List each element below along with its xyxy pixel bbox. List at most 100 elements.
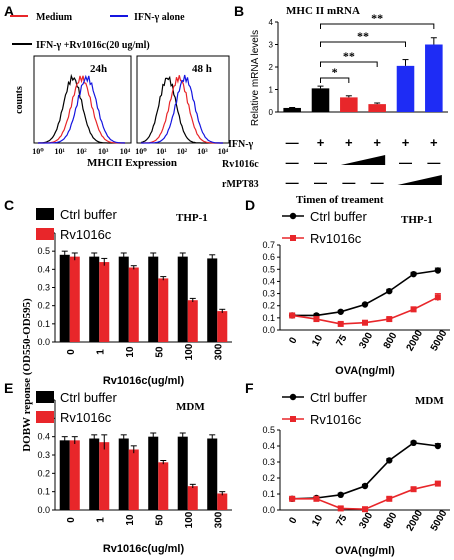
line-chart-x-tick-label: 0 — [287, 515, 300, 526]
panel-b-sig-bracket — [320, 77, 350, 83]
panel-b-ifn-cell: — — [286, 135, 299, 150]
panel-b-rv1016c-cell: — — [286, 155, 299, 170]
legend-marker-ctrl-buffer — [289, 393, 297, 401]
series-point-rv1016c — [289, 495, 296, 502]
bar-rv1016c — [99, 442, 110, 510]
panel-b-rmpt83-cell: — — [342, 175, 355, 190]
bar-rv1016c — [99, 262, 110, 342]
histogram-title-48h: 48 h — [192, 63, 212, 75]
histogram-x-tick: 10⁰ — [32, 147, 44, 156]
series-point-rv1016c — [289, 312, 296, 319]
panel-b-rv1016c-cell: — — [314, 155, 327, 170]
panel-a-histograms: Medium IFN-γ alone IFN-γ +Rv1016c(20 ug/… — [10, 12, 230, 169]
bar-ctrl-buffer — [118, 438, 129, 510]
bar-rv1016c — [69, 256, 80, 342]
line-chart-y-tick-label: 0.2 — [262, 473, 275, 483]
panel-b-rv1016c-cell: — — [399, 155, 412, 170]
cell-type-label: THP-1 — [401, 214, 433, 226]
panel-b-bar — [283, 107, 301, 112]
panel-c-thp1-bar-chart: 0.00.10.20.30.40.50.6011050100300Rv1016c… — [36, 207, 232, 387]
histogram-curve-red — [38, 75, 125, 144]
histogram-x-tick: 10³ — [197, 147, 208, 156]
legend-marker-rv1016c — [290, 235, 296, 241]
line-chart-y-tick-label: 0.1 — [262, 313, 275, 323]
line-chart-x-tick-label: 2000 — [405, 508, 426, 533]
bar-chart-y-tick-label: 0.4 — [37, 264, 50, 274]
line-chart-y-tick-label: 0.1 — [262, 489, 275, 499]
line-chart-x-tick-label: 800 — [382, 510, 400, 530]
histogram-curve-red — [141, 75, 223, 144]
bar-rv1016c — [69, 440, 80, 510]
series-point-rv1016c — [313, 316, 320, 323]
histogram-frame-24h — [33, 55, 132, 144]
bar-chart-x-tick-label: 100 — [184, 343, 195, 360]
legend-swatch-rv1016c — [36, 228, 54, 240]
line-chart-x-tick-label: 75 — [334, 333, 349, 349]
panel-b-y-label: Relative mRNA levels — [250, 30, 261, 126]
legend-label-ctrl-buffer: Ctrl buffer — [310, 209, 368, 224]
panel-b-row-label-ifn: IFN-γ — [228, 139, 254, 150]
histogram-x-label: MHCII Expression — [87, 157, 177, 169]
histogram-x-tick: 10² — [76, 147, 87, 156]
bar-rv1016c — [158, 278, 169, 342]
histogram-frame-48h — [136, 55, 230, 144]
panel-d-thp1-line-chart: 0.0 0.1 0.2 0.3 0.4 0.5 0.6 0.7 0 10 75 300 800 2000 5… — [262, 209, 450, 377]
series-point-rv1016c — [410, 486, 417, 493]
panel-b-sig-label: ** — [343, 49, 355, 63]
line-chart-x-tick-label: 10 — [310, 333, 325, 349]
series-point-rv1016c — [434, 480, 441, 487]
histogram-x-tick: 10³ — [98, 147, 109, 156]
panel-b-bar — [311, 88, 330, 112]
histogram-curve-blue — [38, 74, 126, 144]
line-chart-x-tick-label: 10 — [310, 513, 325, 529]
line-chart-y-tick-label: 0.6 — [262, 252, 275, 262]
histogram-x-tick: 10⁴ — [120, 147, 131, 156]
cell-type-label: MDM — [415, 395, 444, 407]
legend-label-rv1016c: Rv1016c — [60, 410, 112, 425]
legend-label-ctrl-buffer: Ctrl buffer — [60, 207, 118, 222]
series-point-ctrl-buffer — [337, 308, 344, 315]
panel-b-y-tick-label: 3 — [269, 41, 274, 50]
bar-chart-x-tick-label: 50 — [154, 346, 165, 358]
panel-b-y-tick-label: 4 — [269, 18, 274, 27]
bar-chart-x-tick-label: 1 — [95, 517, 106, 523]
line-chart-y-tick-label: 0.5 — [262, 264, 275, 274]
series-point-ctrl-buffer — [386, 287, 393, 295]
bar-chart-x-tick-label: 50 — [154, 514, 165, 526]
histogram-curve-blue — [141, 74, 223, 144]
bar-ctrl-buffer — [59, 254, 70, 342]
legend-label-rv1016c: Rv1016c — [310, 412, 362, 427]
bar-chart-x-tick-label: 0 — [66, 349, 77, 355]
bar-ctrl-buffer — [207, 258, 218, 342]
legend-marker-rv1016c — [290, 416, 296, 422]
series-point-rv1016c — [362, 506, 368, 513]
panel-b-ifn-cell: + — [317, 135, 325, 150]
series-point-ctrl-buffer — [434, 442, 442, 450]
bar-rv1016c — [217, 311, 228, 342]
cell-type-label: MDM — [176, 401, 205, 413]
line-chart-x-tick-label: 75 — [334, 513, 349, 529]
series-point-rv1016c — [337, 505, 344, 512]
histogram-title-24h: 24h — [90, 63, 107, 75]
line-chart-y-tick-label: 0.3 — [262, 457, 275, 467]
bar-chart-x-tick-label: 300 — [213, 343, 224, 360]
line-chart-y-tick-label: 0.3 — [262, 289, 275, 299]
panel-b-sig-bracket — [320, 61, 378, 67]
panel-b-y-tick-label: 0 — [269, 108, 274, 117]
bar-chart-y-tick-label: 0.0 — [37, 337, 50, 347]
panel-b-rv1016c-cell: — — [427, 155, 440, 170]
series-point-rv1016c — [337, 320, 344, 327]
legend-label-ctrl-buffer: Ctrl buffer — [60, 390, 118, 405]
line-chart-x-tick-label: 800 — [382, 330, 400, 350]
panel-label-b: B — [234, 3, 244, 19]
bar-ctrl-buffer — [89, 256, 100, 342]
series-point-ctrl-buffer — [361, 482, 369, 490]
panel-b-rmpt83-dose-ramp — [397, 175, 442, 185]
series-point-ctrl-buffer — [410, 439, 417, 446]
line-chart-x-tick-label: 2000 — [405, 328, 426, 353]
series-point-rv1016c — [410, 306, 417, 313]
panel-b-bar — [340, 97, 358, 112]
panel-b-rmpt83-cell: — — [314, 175, 327, 190]
line-chart-y-tick-label: 0.0 — [262, 325, 275, 335]
